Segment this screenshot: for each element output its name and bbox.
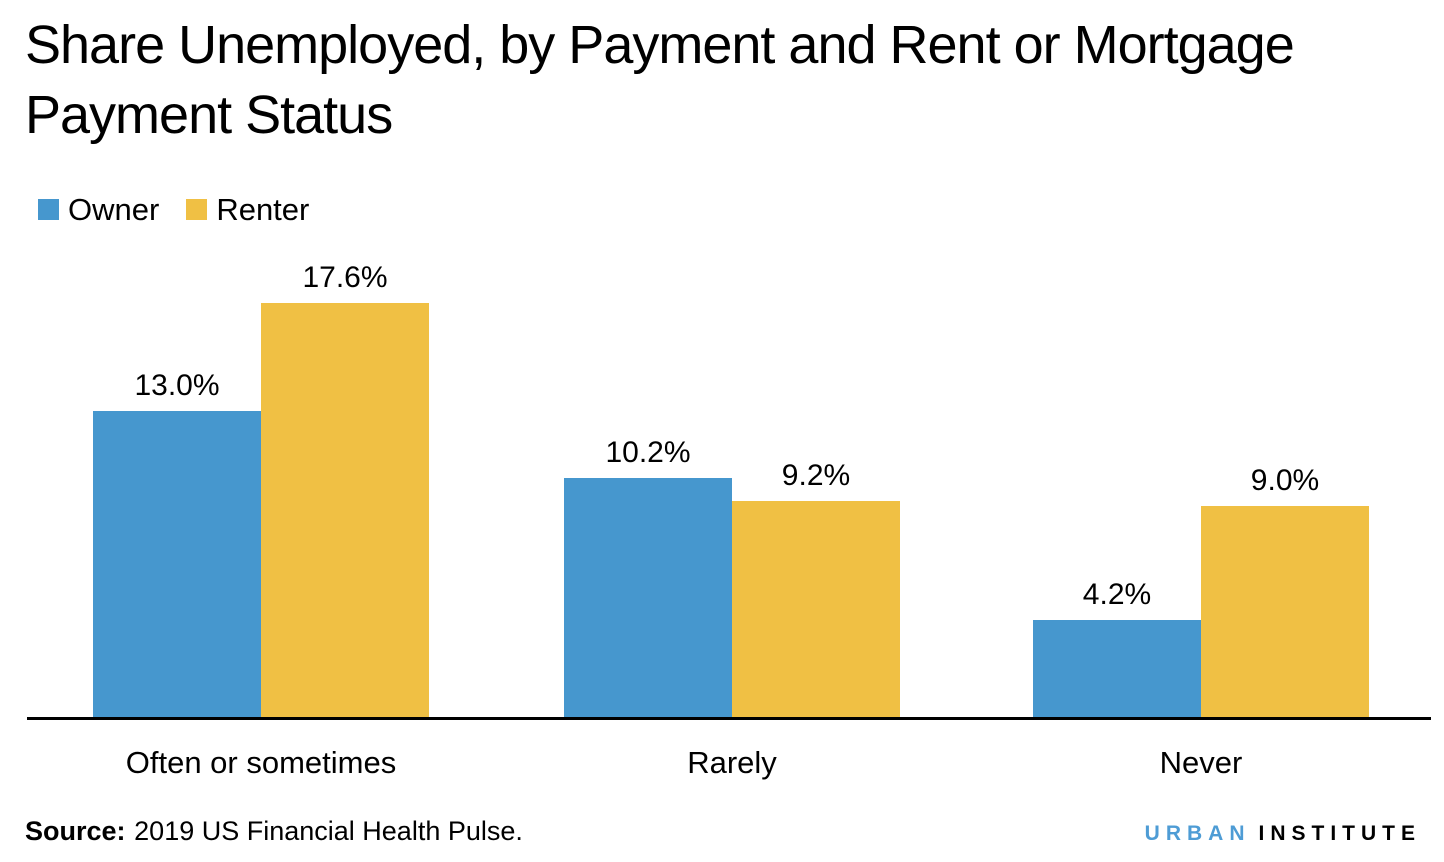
bar-renter-0	[261, 303, 429, 719]
value-label-owner-2: 4.2%	[1082, 578, 1152, 611]
urban-institute-logo: URBAN INSTITUTE	[1145, 822, 1421, 846]
logo-word-institute: INSTITUTE	[1258, 822, 1421, 845]
legend-item-renter: Renter	[186, 194, 309, 225]
chart-title: Share Unemployed, by Payment and Rent or…	[25, 10, 1295, 150]
category-label-0: Often or sometimes	[125, 745, 397, 780]
bar-owner-2	[1033, 620, 1201, 719]
source-note-label: Source:	[25, 816, 126, 846]
source-note-text: 2019 US Financial Health Pulse.	[134, 816, 523, 846]
value-label-owner-0: 13.0%	[134, 369, 220, 402]
chart-title-line2: Payment Status	[25, 85, 393, 145]
legend-item-owner: Owner	[38, 194, 159, 225]
category-label-2: Never	[1159, 745, 1243, 780]
legend: Owner Renter	[38, 194, 309, 225]
legend-owner-label: Owner	[68, 192, 160, 227]
value-label-owner-1: 10.2%	[605, 436, 691, 469]
bar-owner-1	[564, 478, 732, 719]
renter-swatch-icon	[186, 199, 208, 220]
value-label-renter-1: 9.2%	[781, 459, 851, 492]
bar-owner-0	[93, 411, 261, 719]
category-label-1: Rarely	[687, 745, 777, 780]
logo-word-urban: URBAN	[1144, 822, 1251, 845]
source-note: Source: 2019 US Financial Health Pulse.	[25, 816, 523, 847]
x-axis-line	[27, 717, 1431, 720]
bar-renter-1	[732, 501, 900, 719]
legend-renter-label: Renter	[216, 192, 310, 227]
value-label-renter-0: 17.6%	[302, 261, 388, 294]
bar-renter-2	[1201, 506, 1369, 719]
owner-swatch-icon	[38, 199, 59, 220]
value-label-renter-2: 9.0%	[1250, 464, 1320, 497]
chart-title-line1: Share Unemployed, by Payment and Rent or…	[25, 15, 1295, 75]
